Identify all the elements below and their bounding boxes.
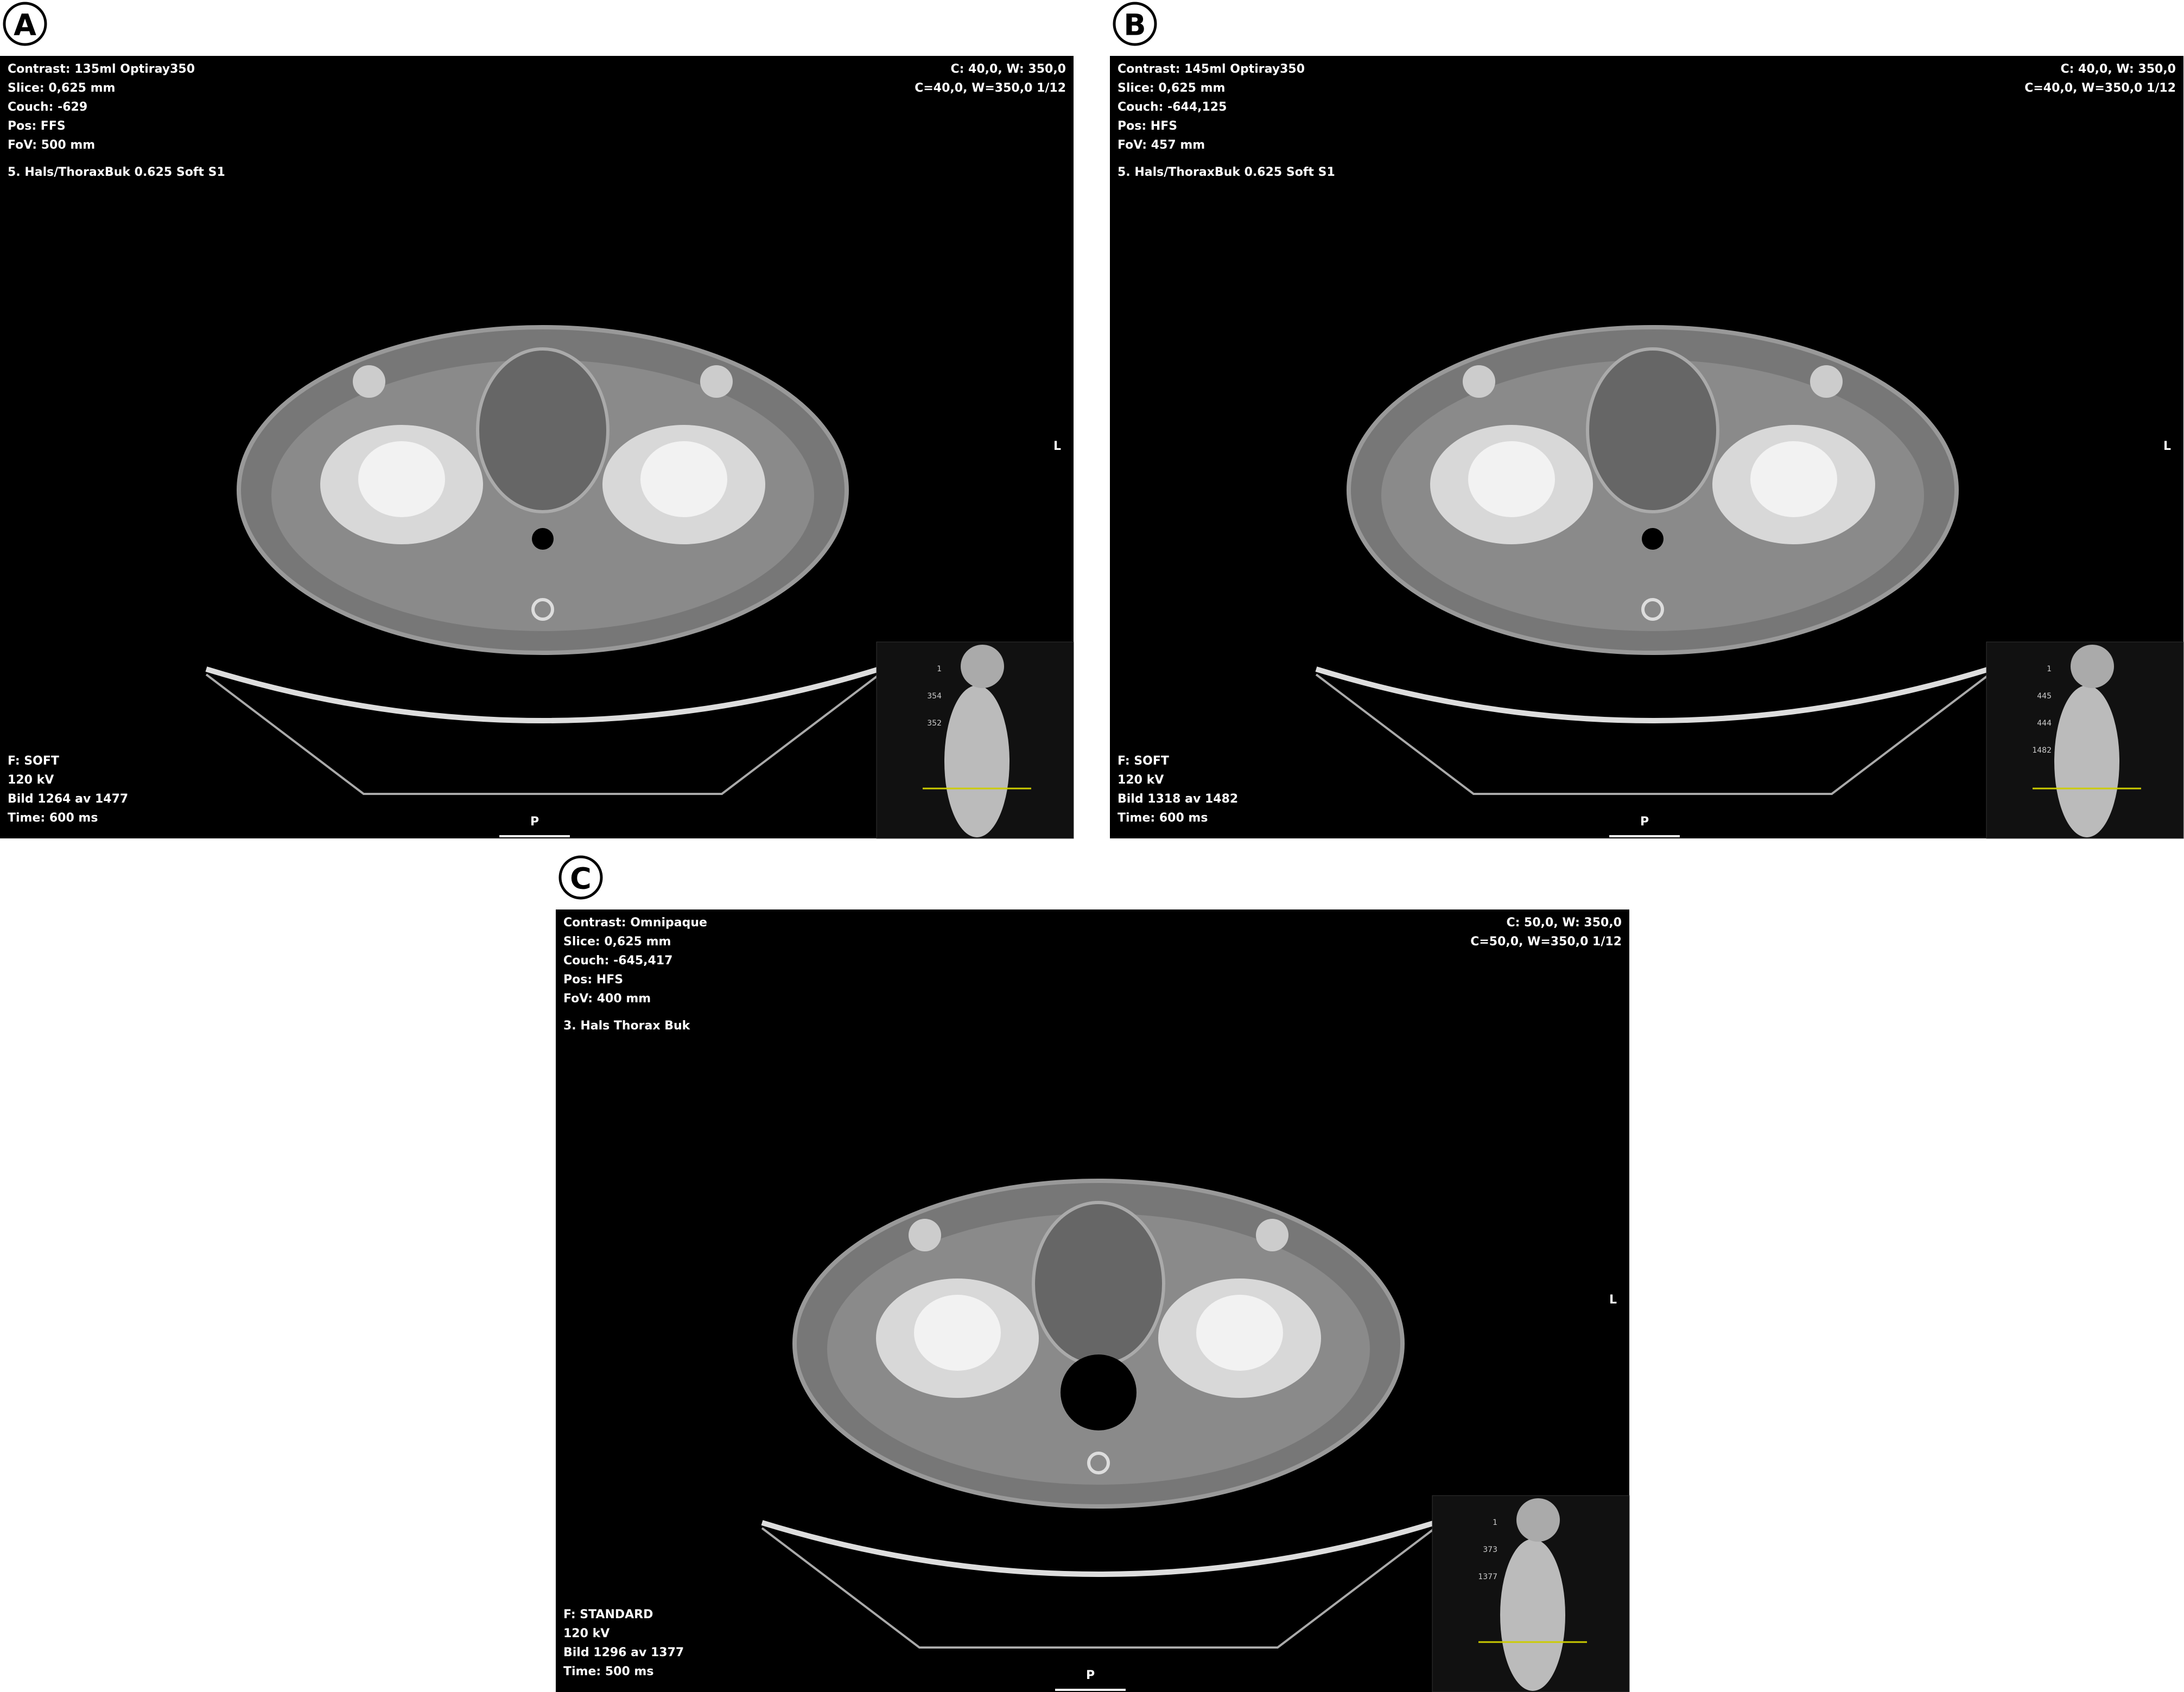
info-top-right: C=50,0, W=350,0 1/12 xyxy=(1470,935,1622,949)
table-frame xyxy=(205,673,880,795)
info-top-left: Pos: HFS xyxy=(563,973,623,987)
info-bottom-left: Bild 1296 av 1377 xyxy=(563,1646,684,1659)
info-top-right: C=40,0, W=350,0 1/12 xyxy=(2024,81,2176,95)
info-top-left: Slice: 0,625 mm xyxy=(1118,81,1225,95)
vessel xyxy=(1810,365,1843,398)
info-bottom-left: 120 kV xyxy=(1118,773,1164,787)
series-select: 5. Hals/ThoraxBuk 0.625 Soft S1 xyxy=(8,166,225,179)
coccyx xyxy=(531,598,554,621)
ct-panel: 1 373 1377 Contrast: Omnipaque Slice: 0,625 … xyxy=(556,909,1630,1692)
info-top-right: C: 40,0, W: 350,0 xyxy=(950,62,1066,76)
coccyx xyxy=(1641,598,1664,621)
vessel xyxy=(700,365,733,398)
orientation-posterior: P xyxy=(530,815,539,829)
femoral-head xyxy=(1468,441,1555,517)
info-top-right: C=40,0, W=350,0 1/12 xyxy=(915,81,1066,95)
vessel xyxy=(1463,365,1495,398)
info-top-left: Pos: HFS xyxy=(1118,119,1177,133)
femoral-head xyxy=(640,441,727,517)
table-frame xyxy=(761,1527,1436,1649)
panel-label: A xyxy=(14,8,36,42)
info-top-left: Contrast: 145ml Optiray350 xyxy=(1118,62,1305,76)
info-top-left: FoV: 457 mm xyxy=(1118,138,1205,152)
info-top-left: FoV: 500 mm xyxy=(8,138,95,152)
scout-number: 1 xyxy=(2047,665,2052,673)
info-top-right: C: 50,0, W: 350,0 xyxy=(1506,916,1622,930)
ct-panel: 1 445 444 1482 Contrast: 145ml Optiray350 Sli… xyxy=(1110,56,2184,839)
info-bottom-left: F: SOFT xyxy=(8,754,59,768)
info-bottom-left: Bild 1264 av 1477 xyxy=(8,792,128,806)
femoral-head xyxy=(914,1295,1001,1371)
table-frame xyxy=(1315,673,1990,795)
scout-body xyxy=(1500,1539,1565,1691)
rectum xyxy=(1061,1354,1137,1430)
bladder xyxy=(1586,347,1719,513)
bladder xyxy=(1032,1201,1165,1367)
info-top-left: Slice: 0,625 mm xyxy=(8,81,115,95)
table xyxy=(761,1520,1436,1577)
panel-label: B xyxy=(1123,8,1146,42)
info-bottom-left: Time: 600 ms xyxy=(8,811,98,825)
series-select: 3. Hals Thorax Buk xyxy=(563,1019,691,1033)
orientation-side: L xyxy=(1609,1293,1617,1307)
scout-number: 1482 xyxy=(2032,746,2052,755)
info-top-left: Contrast: 135ml Optiray350 xyxy=(8,62,195,76)
vessel xyxy=(1256,1219,1288,1251)
scout-head xyxy=(961,645,1004,688)
bladder xyxy=(476,347,610,513)
info-top-left: FoV: 400 mm xyxy=(563,992,651,1006)
info-bottom-left: F: STANDARD xyxy=(563,1608,653,1621)
vessel xyxy=(909,1219,941,1251)
rectum xyxy=(532,528,554,550)
info-bottom-left: 120 kV xyxy=(563,1627,610,1640)
femoral-head xyxy=(1750,441,1837,517)
scout-number: 354 xyxy=(927,692,942,701)
scout-number: 444 xyxy=(2037,719,2052,728)
femoral-head xyxy=(1196,1295,1283,1371)
info-top-left: Couch: -629 xyxy=(8,100,87,114)
info-top-left: Pos: FFS xyxy=(8,119,66,133)
info-top-left: Contrast: Omnipaque xyxy=(563,916,707,930)
info-bottom-left: F: SOFT xyxy=(1118,754,1169,768)
scout-number: 445 xyxy=(2037,692,2052,701)
scout-head xyxy=(2071,645,2114,688)
info-top-right: C: 40,0, W: 350,0 xyxy=(2060,62,2176,76)
table xyxy=(205,666,880,723)
scout-body xyxy=(2054,685,2119,837)
info-bottom-left: Time: 500 ms xyxy=(563,1665,653,1678)
scout-number: 352 xyxy=(927,719,942,728)
info-bottom-left: 120 kV xyxy=(8,773,54,787)
info-top-left: Slice: 0,625 mm xyxy=(563,935,671,949)
femoral-head xyxy=(358,441,445,517)
info-bottom-left: Bild 1318 av 1482 xyxy=(1118,792,1238,806)
scout-number: 373 xyxy=(1483,1545,1497,1554)
scout-body xyxy=(944,685,1010,837)
coccyx xyxy=(1087,1452,1110,1474)
series-select: 5. Hals/ThoraxBuk 0.625 Soft S1 xyxy=(1118,166,1335,179)
info-bottom-left: Time: 600 ms xyxy=(1118,811,1208,825)
panel-label-circle xyxy=(558,855,603,900)
orientation-side: L xyxy=(2163,440,2171,453)
orientation-posterior: P xyxy=(1640,815,1649,829)
scout-number: 1 xyxy=(1493,1518,1497,1527)
orientation-side: L xyxy=(1053,440,1061,453)
panel-label-circle xyxy=(3,2,47,46)
ct-panel: 1 354 352 Contrast: 135ml Optiray350 Slice: … xyxy=(0,56,1074,839)
panel-label: C xyxy=(570,862,592,896)
scout-number: 1 xyxy=(937,665,942,673)
info-top-left: Couch: -644,125 xyxy=(1118,100,1227,114)
vessel xyxy=(353,365,385,398)
scout-head xyxy=(1516,1498,1560,1542)
info-top-left: Couch: -645,417 xyxy=(563,954,672,968)
rectum xyxy=(1642,528,1664,550)
orientation-posterior: P xyxy=(1086,1669,1095,1682)
panel-label-circle xyxy=(1113,2,1157,46)
table xyxy=(1315,666,1990,723)
scout-number: 1377 xyxy=(1478,1573,1497,1581)
